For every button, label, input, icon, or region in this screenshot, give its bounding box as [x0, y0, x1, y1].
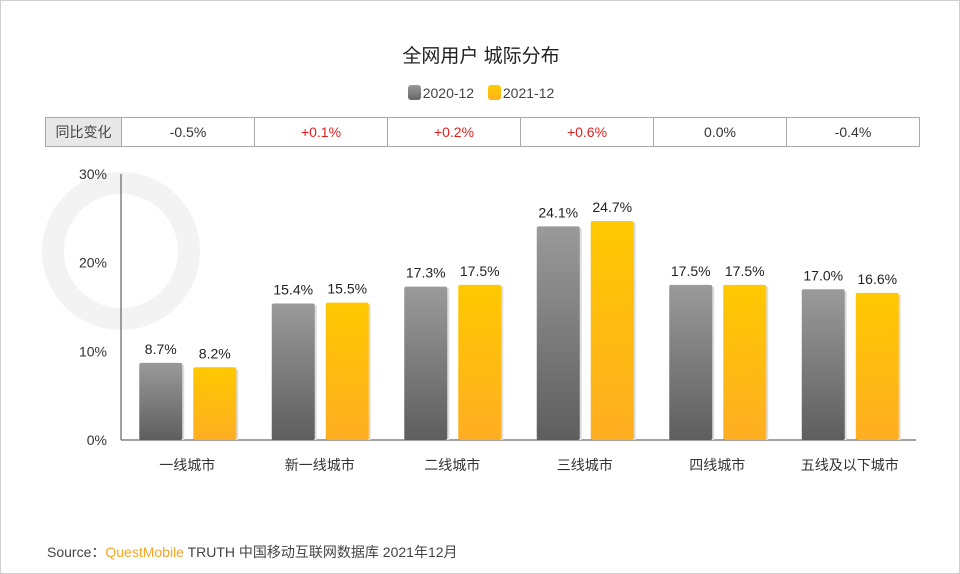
source-prefix: Source：: [47, 544, 106, 560]
legend-swatch-2021: [487, 85, 501, 100]
bar-2021-12: [325, 302, 369, 440]
y-tick-label: 0%: [87, 432, 107, 448]
data-label: 8.7%: [145, 341, 177, 357]
yoy-table: 同比变化 -0.5% +0.1% +0.2% +0.6% 0.0% -0.4%: [45, 117, 920, 147]
x-tick-label: 一线城市: [159, 457, 215, 473]
bar-chart: 0% 10% 20% 30% 一线城市 8.7% 8.2% 新一线城市 15.4% 15.5% 二线…: [79, 166, 916, 473]
x-tick-label: 新一线城市: [285, 457, 355, 473]
bar-2020-12: [669, 284, 713, 440]
source-note: Source：QuestMobile TRUTH 中国移动互联网数据库 2021…: [47, 542, 458, 562]
y-tick-label: 20%: [79, 255, 107, 271]
bar-2020-12: [536, 226, 580, 440]
data-label: 17.0%: [803, 267, 843, 283]
data-label: 15.4%: [273, 281, 313, 297]
data-label: 17.5%: [460, 263, 500, 279]
yoy-cell: +0.1%: [254, 117, 388, 147]
y-tick-label: 30%: [79, 166, 107, 182]
data-label: 8.2%: [199, 345, 231, 361]
bar-2021-12: [458, 284, 502, 440]
data-label: 24.7%: [592, 199, 632, 215]
data-label: 15.5%: [327, 281, 367, 297]
bar-2021-12: [723, 284, 767, 440]
legend-swatch-2020: [407, 85, 421, 100]
chart-title: 全网用户 城际分布: [402, 46, 560, 67]
yoy-cell: +0.6%: [520, 117, 654, 147]
source-brand: QuestMobile: [105, 544, 184, 560]
legend-label-2020: 2020-12: [422, 85, 475, 101]
data-label: 17.5%: [725, 263, 765, 279]
x-tick-label: 三线城市: [557, 457, 613, 473]
data-label: 16.6%: [857, 271, 897, 287]
bar-2021-12: [855, 292, 899, 440]
y-tick-label: 10%: [79, 343, 107, 359]
bar-2021-12: [193, 367, 237, 440]
x-tick-label: 五线及以下城市: [801, 457, 899, 473]
bar-2020-12: [404, 286, 448, 440]
bar-2021-12: [590, 220, 634, 440]
yoy-cell: -0.5%: [121, 117, 255, 147]
legend: 2020-12 2021-12: [1, 85, 959, 101]
yoy-cell: 0.0%: [653, 117, 787, 147]
x-tick-label: 四线城市: [689, 457, 745, 473]
bar-2020-12: [139, 362, 183, 440]
yoy-cell: +0.2%: [387, 117, 521, 147]
x-tick-label: 二线城市: [424, 457, 480, 473]
yoy-cell: -0.4%: [786, 117, 920, 147]
bar-2020-12: [801, 289, 845, 440]
source-rest: TRUTH 中国移动互联网数据库 2021年12月: [183, 544, 458, 560]
legend-label-2021: 2021-12: [502, 85, 555, 101]
yoy-header: 同比变化: [45, 117, 122, 147]
data-label: 24.1%: [538, 204, 578, 220]
data-label: 17.5%: [671, 263, 711, 279]
data-label: 17.3%: [406, 265, 446, 281]
bar-2020-12: [271, 303, 315, 440]
